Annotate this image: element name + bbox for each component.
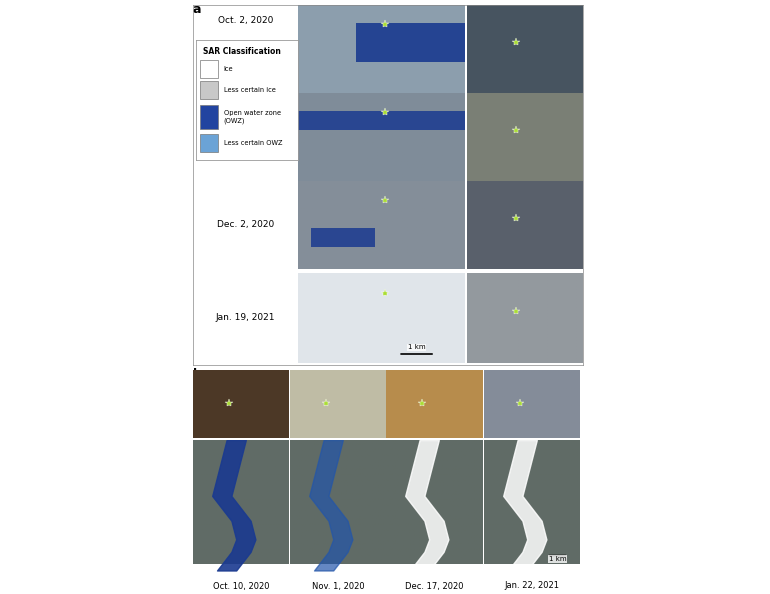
Text: SAR Classification: SAR Classification [203,47,281,56]
FancyBboxPatch shape [200,105,219,129]
Text: Less certain OWZ: Less certain OWZ [223,140,282,146]
Text: Dec. 17, 2020: Dec. 17, 2020 [405,582,464,590]
FancyBboxPatch shape [200,134,219,152]
FancyBboxPatch shape [200,81,219,99]
FancyBboxPatch shape [200,60,219,78]
Text: Oct. 26, 2020: Oct. 26, 2020 [215,132,276,141]
Bar [311,228,375,247]
Text: Ice: Ice [223,66,233,72]
Text: 1 km: 1 km [549,556,566,562]
Bar [298,110,465,130]
Text: Less certain ice: Less certain ice [223,87,276,93]
Text: Oct. 10, 2020: Oct. 10, 2020 [213,582,270,590]
Text: Dec. 2, 2020: Dec. 2, 2020 [217,220,274,229]
Text: Open water zone
(OWZ): Open water zone (OWZ) [223,110,280,124]
Text: Oct. 2, 2020: Oct. 2, 2020 [218,15,273,24]
Text: a: a [193,3,202,16]
Text: Jan. 22, 2021: Jan. 22, 2021 [504,582,560,590]
Text: b: b [193,368,202,381]
Text: 1 km: 1 km [408,345,425,350]
Bar [357,23,465,62]
Text: Jan. 19, 2021: Jan. 19, 2021 [216,314,275,323]
Text: Nov. 1, 2020: Nov. 1, 2020 [312,582,364,590]
